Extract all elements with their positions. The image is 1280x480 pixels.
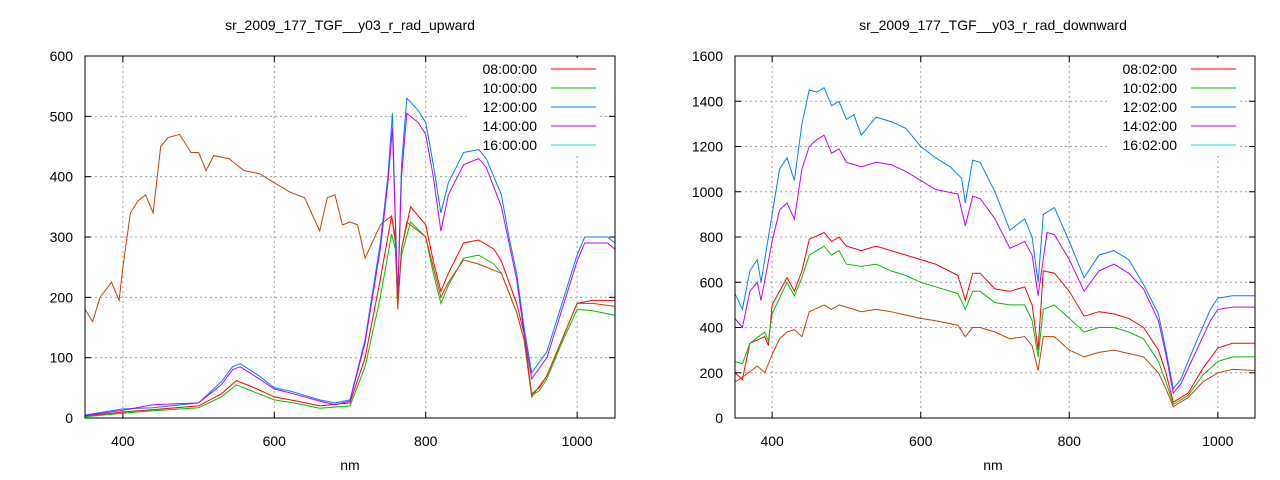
x-tick-label: 600 — [909, 433, 933, 449]
x-axis-label: nm — [983, 457, 1002, 473]
series-line-140200 — [734, 134, 1255, 395]
upward-radiance-chart: sr_2009_177_TGF__y03_r_rad_upward nm 0 10… — [50, 17, 616, 473]
x-tick-label: 600 — [263, 433, 287, 449]
legend-box — [467, 58, 600, 154]
series-line-140000 — [84, 112, 616, 417]
x-tick-label: 400 — [111, 433, 135, 449]
x-axis-label: nm — [340, 457, 359, 473]
series-line-100000 — [84, 220, 616, 418]
series-line-160200 — [734, 304, 1256, 408]
y-tick-label: 0 — [65, 410, 73, 426]
legend-label: 12:02:00 — [1123, 99, 1178, 115]
y-tick-label: 800 — [700, 229, 724, 245]
y-tick-label: 200 — [50, 289, 74, 305]
y-tick-label: 500 — [50, 108, 74, 124]
series-line-120200 — [734, 86, 1255, 390]
y-tick-label: 100 — [50, 350, 74, 366]
plot-border — [84, 55, 616, 419]
x-tick-label: 1000 — [1202, 433, 1233, 449]
y-tick-label: 1400 — [692, 93, 723, 109]
legend-label: 14:02:00 — [1123, 118, 1178, 134]
y-tick-label: 300 — [50, 229, 74, 245]
downward-radiance-chart: sr_2009_177_TGF__y03_r_rad_downward nm 0… — [692, 17, 1256, 473]
x-tick-label: 1000 — [562, 433, 593, 449]
legend-box — [1107, 58, 1240, 154]
legend-label: 14:00:00 — [483, 118, 538, 134]
legend-label: 08:00:00 — [483, 61, 538, 77]
y-tick-label: 1600 — [692, 48, 723, 64]
y-tick-label: 0 — [715, 410, 723, 426]
legend-label: 10:02:00 — [1123, 80, 1178, 96]
legend-label: 08:02:00 — [1123, 61, 1178, 77]
y-tick-label: 600 — [50, 48, 74, 64]
legend-label: 10:00:00 — [483, 80, 538, 96]
chart-title: sr_2009_177_TGF__y03_r_rad_upward — [225, 17, 475, 33]
y-tick-label: 1200 — [692, 139, 723, 155]
chart-title: sr_2009_177_TGF__y03_r_rad_downward — [859, 17, 1127, 33]
plot-border — [734, 55, 1256, 419]
series-line-080000 — [84, 205, 615, 417]
y-tick-label: 200 — [700, 365, 724, 381]
series-line-100200 — [734, 245, 1255, 406]
x-tick-label: 800 — [1058, 433, 1082, 449]
legend-label: 12:00:00 — [483, 99, 538, 115]
x-tick-label: 800 — [414, 433, 438, 449]
legend-label: 16:00:00 — [483, 137, 538, 153]
y-tick-label: 400 — [50, 169, 74, 185]
legend-label: 16:02:00 — [1123, 137, 1178, 153]
series-line-120000 — [84, 97, 616, 416]
y-tick-label: 600 — [700, 274, 724, 290]
y-tick-label: 400 — [700, 320, 724, 336]
y-tick-label: 1000 — [692, 184, 723, 200]
series-line-160000 — [84, 133, 616, 399]
x-tick-label: 400 — [760, 433, 784, 449]
series-line-080200 — [734, 231, 1255, 403]
